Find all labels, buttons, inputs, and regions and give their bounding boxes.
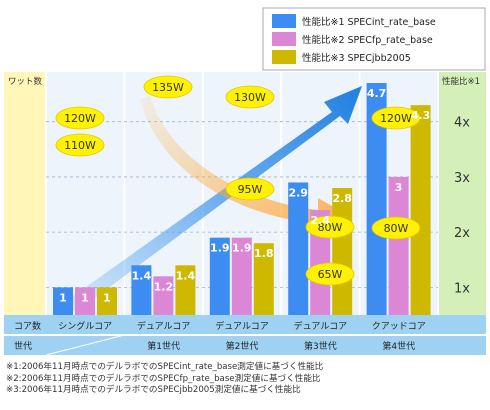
footnote: ※3:2006年11月時点でのデルラボでのSPECjbb2005測定値に基づく性… (6, 385, 301, 395)
bar-value-label: 4.3 (411, 109, 431, 122)
cores-row (4, 315, 486, 335)
bar-value-label: 2.4 (310, 214, 330, 227)
left-axis-title: ワット数 (8, 76, 43, 87)
wattage-label: 110W (64, 139, 96, 152)
cores-row-label: コア数 (14, 320, 41, 332)
category-label: クアッドコア (372, 321, 426, 332)
bar (53, 287, 73, 315)
category-label: デュアルコア (137, 320, 191, 332)
wattage-label: 80W (318, 221, 343, 234)
bar-value-label: 1.9 (232, 242, 252, 255)
right-axis-title: 性能比※1 (442, 76, 480, 87)
empty-cell-slash (45, 334, 125, 356)
legend-label: 性能比※2 SPECfp_rate_base (302, 34, 433, 46)
generation-row-label: 世代 (14, 340, 32, 352)
y-tick-label: 4x (454, 116, 470, 131)
right-axis-band (438, 72, 486, 315)
bar-value-label: 1.4 (176, 269, 196, 282)
y-tick-label: 3x (454, 171, 470, 186)
bar (253, 243, 274, 315)
legend-swatch (272, 50, 296, 64)
bar-value-label: 1 (81, 291, 89, 304)
bar-value-label: 1.4 (132, 269, 152, 282)
bar (209, 237, 230, 315)
wattage-label: 80W (384, 222, 409, 235)
bar-value-label: 3 (395, 181, 403, 194)
footnotes: ※1:2006年11月時点でのデルラボでのSPECint_rate_base測定… (6, 362, 486, 397)
wattage-pill (371, 216, 421, 240)
bar-value-label: 1.8 (254, 247, 274, 260)
bar (97, 287, 117, 315)
performance-arrow (62, 86, 362, 312)
bar (288, 182, 309, 315)
bar (75, 287, 95, 315)
wattage-label: 135W (152, 81, 184, 94)
wattage-pill (305, 262, 355, 286)
wattage-label: 95W (238, 183, 263, 196)
wattage-label: 65W (318, 268, 343, 281)
wattage-label: 120W (64, 112, 96, 125)
bar-value-label: 4.7 (367, 87, 387, 100)
bar (388, 176, 409, 315)
bar-value-label: 1 (59, 291, 67, 304)
wattage-pill (143, 75, 193, 99)
wattage-label: 130W (234, 91, 266, 104)
wattage-pill (371, 106, 421, 130)
footnote: ※1:2006年11月時点でのデルラボでのSPECint_rate_base測定… (6, 362, 324, 372)
bar (410, 105, 431, 316)
category-label: デュアルコア (215, 320, 269, 332)
wattage-pill (305, 215, 355, 239)
y-tick-label: 2x (454, 226, 470, 241)
bar (153, 276, 174, 315)
legend-label: 性能比※3 SPECjbb2005 (302, 52, 411, 64)
wattage-pill (225, 177, 275, 201)
legend-swatch (272, 32, 296, 46)
generation-row (4, 335, 486, 355)
bar-value-label: 2.8 (332, 192, 352, 205)
generation-label: 第3世代 (304, 340, 337, 352)
wattage-label: 120W (380, 112, 412, 125)
bar-value-label: 2.9 (288, 186, 308, 199)
wattage-pill (225, 85, 275, 109)
wattage-pill (55, 106, 105, 130)
legend-label: 性能比※1 SPECint_rate_base (302, 16, 436, 28)
footnote: ※2:2006年11月時点でのデルラボでのSPECfp_rate_base測定値… (6, 373, 321, 384)
bar-value-label: 1.2 (154, 280, 174, 293)
bar (231, 237, 252, 315)
bar (332, 187, 353, 315)
y-tick-label: 1x (454, 281, 470, 296)
bar-value-label: 1.9 (210, 242, 230, 255)
generation-label: 第1世代 (147, 340, 180, 352)
bar (366, 83, 387, 315)
legend-swatch (272, 14, 296, 28)
generation-label: 第4世代 (382, 340, 415, 352)
legend (262, 7, 486, 71)
bar-value-label: 1 (103, 291, 111, 304)
generation-label: 第2世代 (226, 340, 259, 352)
bar (131, 265, 152, 315)
bar (175, 265, 196, 315)
category-label: シングルコア (58, 320, 112, 332)
wattage-pill (55, 133, 105, 157)
left-axis-band (4, 72, 46, 315)
category-label: デュアルコア (294, 320, 348, 332)
